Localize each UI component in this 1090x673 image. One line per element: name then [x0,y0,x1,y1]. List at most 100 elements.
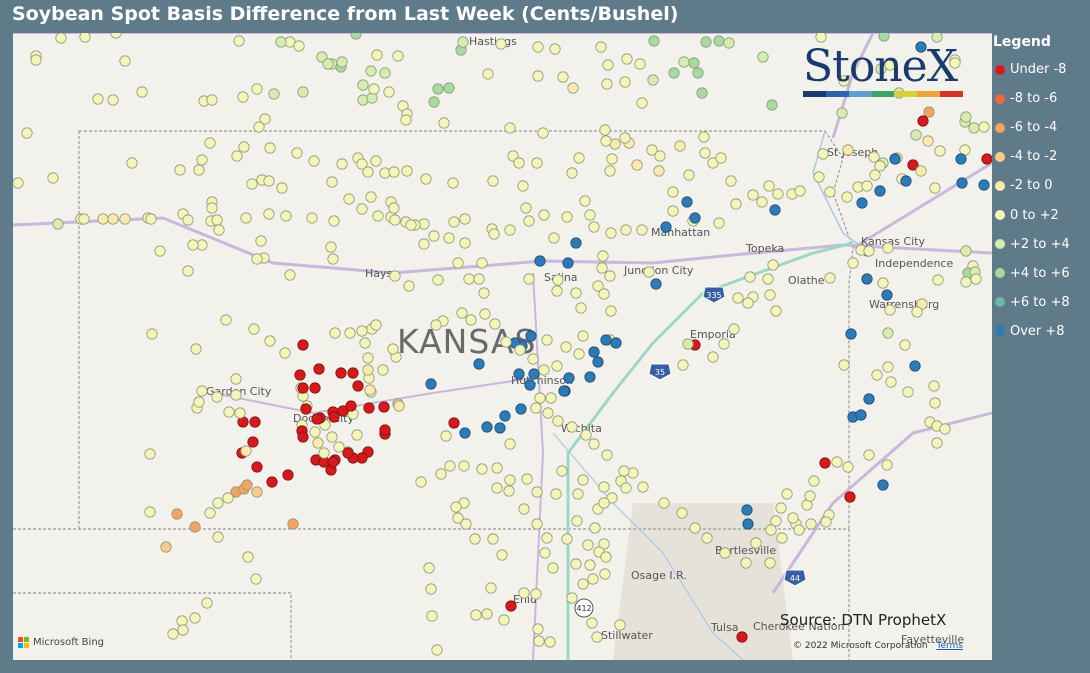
basis-point-marker[interactable] [692,67,704,79]
basis-point-marker[interactable] [476,257,488,269]
basis-point-marker[interactable] [211,391,223,403]
basis-point-marker[interactable] [322,58,334,70]
basis-point-marker[interactable] [107,213,119,225]
basis-point-marker[interactable] [136,86,148,98]
basis-point-marker[interactable] [573,348,585,360]
basis-point-marker[interactable] [279,347,291,359]
basis-point-marker[interactable] [513,157,525,169]
basis-point-marker[interactable] [562,257,574,269]
basis-point-marker[interactable] [750,537,762,549]
basis-point-marker[interactable] [619,132,631,144]
basis-point-marker[interactable] [325,241,337,253]
basis-point-marker[interactable] [372,210,384,222]
basis-point-marker[interactable] [527,353,539,365]
legend-item[interactable]: 0 to +2 [993,200,1090,229]
basis-point-marker[interactable] [193,164,205,176]
basis-point-marker[interactable] [648,35,660,47]
basis-point-marker[interactable] [242,551,254,563]
basis-point-marker[interactable] [606,492,618,504]
basis-point-marker[interactable] [586,617,598,629]
basis-point-marker[interactable] [763,180,775,192]
basis-point-marker[interactable] [389,270,401,282]
basis-point-marker[interactable] [201,597,213,609]
basis-point-marker[interactable] [154,245,166,257]
basis-point-marker[interactable] [206,202,218,214]
basis-point-marker[interactable] [21,127,33,139]
basis-point-marker[interactable] [443,232,455,244]
basis-point-marker[interactable] [79,33,91,43]
basis-point-marker[interactable] [481,608,493,620]
basis-point-marker[interactable] [923,106,935,118]
basis-point-marker[interactable] [592,280,604,292]
basis-point-marker[interactable] [532,70,544,82]
basis-point-marker[interactable] [518,503,530,515]
basis-point-marker[interactable] [525,330,537,342]
basis-point-marker[interactable] [255,235,267,247]
basis-point-marker[interactable] [335,367,347,379]
basis-point-marker[interactable] [599,124,611,136]
basis-point-marker[interactable] [370,155,382,167]
basis-point-marker[interactable] [542,407,554,419]
basis-point-marker[interactable] [541,532,553,544]
basis-point-marker[interactable] [352,380,364,392]
basis-point-marker[interactable] [291,147,303,159]
basis-point-marker[interactable] [769,204,781,216]
basis-point-marker[interactable] [189,521,201,533]
basis-point-marker[interactable] [309,382,321,394]
basis-point-marker[interactable] [458,460,470,472]
basis-point-marker[interactable] [345,400,357,412]
basis-point-marker[interactable] [614,619,626,631]
basis-point-marker[interactable] [250,573,262,585]
basis-point-marker[interactable] [856,197,868,209]
basis-point-marker[interactable] [970,273,982,285]
basis-point-marker[interactable] [592,356,604,368]
basis-point-marker[interactable] [306,212,318,224]
basis-point-marker[interactable] [558,385,570,397]
basis-point-marker[interactable] [504,122,516,134]
basis-point-marker[interactable] [377,364,389,376]
basis-point-marker[interactable] [570,287,582,299]
basis-point-marker[interactable] [231,150,243,162]
basis-point-marker[interactable] [469,533,481,545]
basis-point-marker[interactable] [363,402,375,414]
basis-point-marker[interactable] [503,485,515,497]
basis-point-marker[interactable] [637,481,649,493]
basis-point-marker[interactable] [584,559,596,571]
basis-point-marker[interactable] [253,121,265,133]
basis-point-marker[interactable] [371,49,383,61]
basis-point-marker[interactable] [793,524,805,536]
basis-point-marker[interactable] [683,169,695,181]
basis-point-marker[interactable] [423,562,435,574]
basis-point-marker[interactable] [312,437,324,449]
basis-point-marker[interactable] [805,518,817,530]
basis-point-marker[interactable] [877,479,889,491]
basis-point-marker[interactable] [499,410,511,422]
basis-point-marker[interactable] [504,474,516,486]
basis-point-marker[interactable] [174,164,186,176]
basis-point-marker[interactable] [620,482,632,494]
basis-point-marker[interactable] [251,486,263,498]
basis-point-marker[interactable] [177,624,189,636]
basis-point-marker[interactable] [263,175,275,187]
basis-point-marker[interactable] [619,76,631,88]
basis-point-marker[interactable] [481,421,493,433]
basis-point-marker[interactable] [605,305,617,317]
basis-point-marker[interactable] [368,83,380,95]
basis-point-marker[interactable] [478,287,490,299]
basis-point-marker[interactable] [563,372,575,384]
basis-point-marker[interactable] [678,56,690,68]
basis-point-marker[interactable] [732,292,744,304]
basis-point-marker[interactable] [598,288,610,300]
basis-point-marker[interactable] [588,221,600,233]
basis-point-marker[interactable] [654,150,666,162]
basis-point-marker[interactable] [817,148,829,160]
basis-point-marker[interactable] [488,228,500,240]
basis-point-marker[interactable] [588,438,600,450]
basis-point-marker[interactable] [570,237,582,249]
basis-point-marker[interactable] [871,369,883,381]
basis-point-marker[interactable] [532,623,544,635]
basis-point-marker[interactable] [551,360,563,372]
basis-point-marker[interactable] [336,56,348,68]
basis-point-marker[interactable] [766,99,778,111]
basis-point-marker[interactable] [78,213,90,225]
